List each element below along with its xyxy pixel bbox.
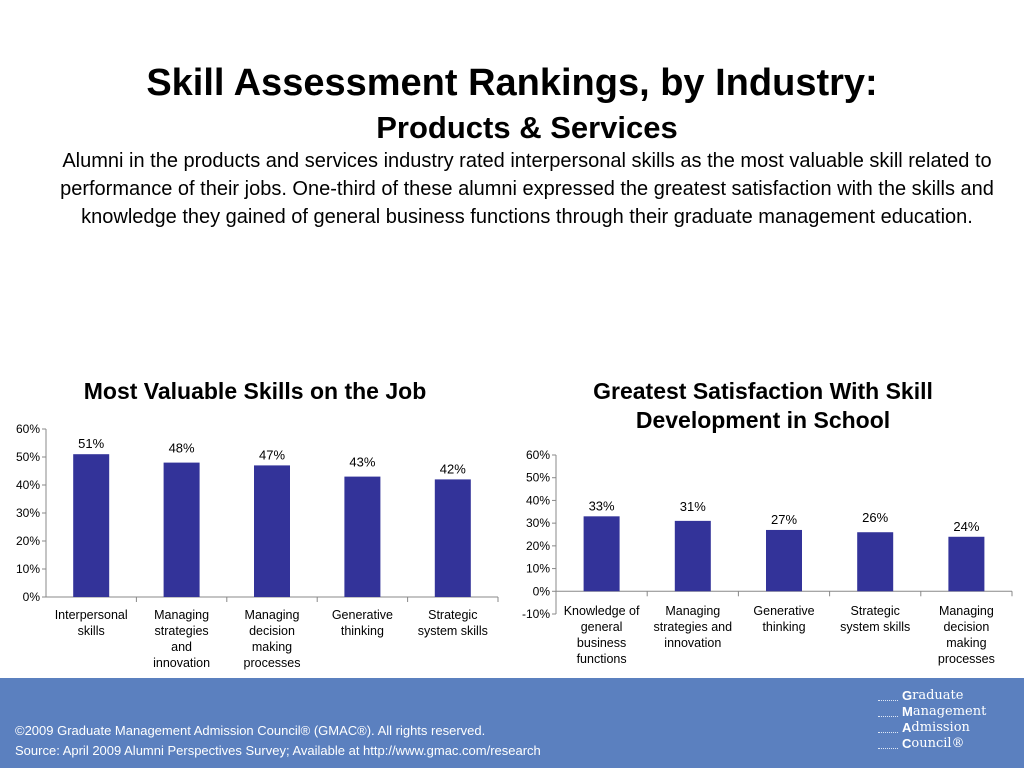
x-tick-label: making: [946, 636, 986, 650]
data-label: 33%: [589, 498, 615, 513]
logo-initial: G: [902, 688, 913, 703]
bar: [73, 454, 110, 597]
data-label: 31%: [680, 499, 706, 514]
x-tick-label: Interpersonal: [55, 608, 128, 622]
x-tick-label: decision: [943, 620, 989, 634]
x-tick-label: thinking: [762, 620, 805, 634]
logo-word: ouncil®: [911, 736, 965, 751]
y-tick-label: 30%: [16, 506, 40, 520]
satisfaction-chart: -10% 0% 10% 20% 30% 40% 50% 60% 33% Knowledge of g…: [522, 448, 1013, 666]
bar: [948, 536, 985, 592]
data-label: 43%: [349, 455, 375, 470]
y-tick-label: -10%: [522, 607, 550, 621]
data-label: 42%: [440, 461, 466, 476]
x-tick-label: Knowledge of: [564, 604, 640, 618]
x-tick-label: general: [581, 620, 623, 634]
x-tick-label: Managing: [245, 608, 300, 622]
valuable-skills-chart: 0% 10% 20% 30% 40% 50% 60% 51% Interpersonal skil…: [16, 422, 499, 670]
x-tick-label: decision: [249, 624, 295, 638]
y-tick-label: 10%: [16, 562, 40, 576]
footer-copyright: ©2009 Graduate Management Admission Coun…: [15, 723, 486, 738]
x-tick-label: making: [252, 640, 292, 654]
logo-initial: A: [902, 720, 912, 735]
x-tick-label: strategies and: [654, 620, 733, 634]
logo-word: dmission: [911, 720, 970, 735]
x-tick-label: system skills: [840, 620, 910, 634]
x-tick-label: functions: [577, 652, 627, 666]
bar: [344, 476, 381, 597]
x-tick-label: processes: [938, 652, 995, 666]
bar: [583, 516, 620, 592]
logo-initial: C: [902, 736, 912, 751]
y-tick-label: 40%: [526, 493, 550, 507]
x-tick-label: Managing: [939, 604, 994, 618]
data-label: 47%: [259, 447, 285, 462]
x-tick-label: Generative: [753, 604, 814, 618]
chart-title-satisfaction: Greatest Satisfaction With Skill Develop…: [593, 378, 933, 433]
x-tick-label: skills: [78, 624, 105, 638]
logo-word: raduate: [912, 688, 964, 703]
y-tick-label: 0%: [533, 584, 551, 598]
x-tick-label: strategies: [154, 624, 208, 638]
data-label: 48%: [169, 441, 195, 456]
data-label: 24%: [953, 519, 979, 534]
footer-source: Source: April 2009 Alumni Perspectives S…: [15, 743, 541, 758]
y-tick-label: 40%: [16, 478, 40, 492]
x-tick-label: and: [171, 640, 192, 654]
y-tick-label: 50%: [526, 471, 550, 485]
footer: ©2009 Graduate Management Admission Coun…: [0, 678, 1024, 768]
x-tick-label: system skills: [418, 624, 488, 638]
page-title: Skill Assessment Rankings, by Industry:: [146, 62, 878, 104]
bar: [674, 520, 711, 592]
y-tick-label: 30%: [526, 516, 550, 530]
x-tick-label: Strategic: [851, 604, 900, 618]
x-tick-label: innovation: [664, 636, 721, 650]
y-tick-label: 20%: [526, 539, 550, 553]
page-subtitle: Products & Services: [376, 110, 678, 145]
bar: [857, 532, 894, 592]
logo-initial: M: [902, 704, 913, 719]
logo-word: anagement: [912, 704, 987, 719]
y-tick-label: 60%: [526, 448, 550, 462]
data-label: 51%: [78, 436, 104, 451]
bar: [163, 462, 200, 597]
x-tick-label: Generative: [332, 608, 393, 622]
x-tick-label: business: [577, 636, 626, 650]
x-tick-label: processes: [244, 656, 301, 670]
x-tick-label: Managing: [665, 604, 720, 618]
page-description: Alumni in the products and services indu…: [60, 150, 994, 228]
y-tick-label: 0%: [23, 590, 41, 604]
y-tick-label: 10%: [526, 562, 550, 576]
bar: [434, 479, 471, 597]
chart-title-valuable-skills: Most Valuable Skills on the Job: [83, 378, 427, 404]
y-tick-label: 50%: [16, 450, 40, 464]
x-tick-label: Managing: [154, 608, 209, 622]
x-tick-label: Strategic: [428, 608, 477, 622]
bar: [254, 465, 290, 597]
y-tick-label: 60%: [16, 422, 40, 436]
bar: [766, 529, 802, 592]
data-label: 26%: [862, 510, 888, 525]
y-tick-label: 20%: [16, 534, 40, 548]
x-tick-label: innovation: [153, 656, 210, 670]
data-label: 27%: [771, 512, 797, 527]
x-tick-label: thinking: [341, 624, 384, 638]
